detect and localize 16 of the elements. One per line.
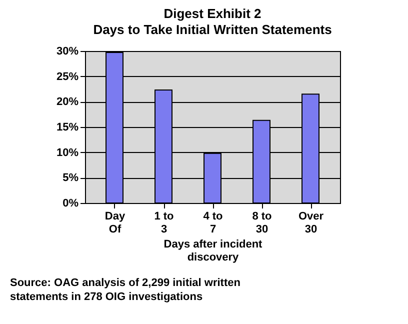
x-tick-label: Day Of: [104, 210, 126, 236]
y-tick-label: 15%: [56, 122, 79, 134]
x-tick-label: 8 to 30: [252, 210, 272, 236]
x-axis-title: Days after incident discovery: [164, 238, 263, 264]
y-tick-label: 20%: [56, 96, 79, 108]
y-tick-label: 30%: [56, 46, 79, 58]
chart-title: Digest Exhibit 2: [164, 6, 262, 21]
y-tick-label: 0%: [62, 198, 79, 210]
source-note: Source: OAG analysis of 2,299 initial written statements in 278 OIG investigations: [10, 277, 241, 303]
x-tick-label: Over 30: [298, 210, 324, 236]
x-tick-label: 4 to 7: [203, 210, 224, 236]
y-tick-label: 25%: [56, 70, 79, 83]
x-tick-label: 1 to 3: [154, 210, 174, 236]
y-tick-label: 5%: [62, 172, 79, 184]
y-tick-label: 10%: [56, 146, 79, 159]
chart-subtitle: Days to Take Initial Written Statements: [93, 22, 332, 37]
